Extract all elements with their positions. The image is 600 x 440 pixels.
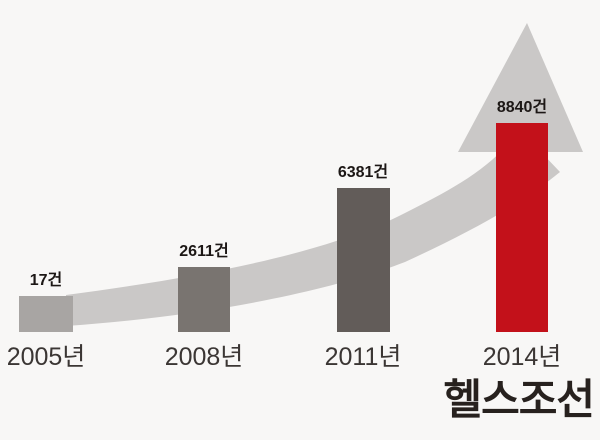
x-tick-2008: 2008년 [164, 343, 244, 371]
x-tick-2005: 2005년 [6, 343, 86, 371]
bar-group-2008: 2611건 2008년 [139, 237, 269, 371]
bar-2011 [336, 188, 390, 332]
bar-2005 [19, 296, 73, 332]
x-tick-2014: 2014년 [482, 343, 562, 371]
value-label-2005: 17건 [29, 272, 63, 289]
arrow-head-icon [458, 23, 583, 152]
bar-2014-highlight [496, 123, 548, 332]
bar-group-2011: 6381건 2011년 [298, 158, 428, 371]
bar-group-2014: 8840건 2014년 [457, 93, 587, 371]
bar-2008 [178, 267, 230, 332]
brand-logo: 헬스조선 [443, 376, 595, 423]
value-label-2014: 8840건 [496, 99, 548, 116]
value-label-2008: 2611건 [179, 243, 229, 260]
bar-group-2005: 17건 2005년 [0, 266, 111, 371]
value-label-2011: 6381건 [337, 164, 389, 181]
x-tick-2011: 2011년 [324, 343, 402, 371]
